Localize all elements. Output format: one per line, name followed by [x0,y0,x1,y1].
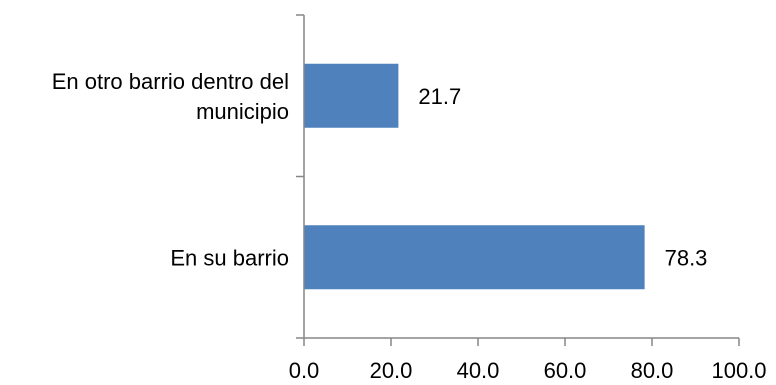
category-label-0-0: En otro barrio dentro del [52,69,289,94]
x-tick-label-1: 20.0 [370,358,413,383]
bar-0 [304,63,399,128]
category-label-0-1: municipio [196,99,289,124]
data-label-1: 78.3 [665,245,708,270]
x-tick-label-0: 0.0 [289,358,320,383]
x-tick-label-3: 60.0 [544,358,587,383]
x-tick-label-2: 40.0 [457,358,500,383]
x-tick-label-4: 80.0 [631,358,674,383]
x-tick-label-5: 100.0 [711,358,766,383]
category-label-1-0: En su barrio [170,245,289,270]
bar-1 [304,225,645,290]
data-label-0: 21.7 [418,84,461,109]
bars-layer [304,63,645,290]
labels-layer: 21.7 En otro barrio dentro del municipio 78… [52,69,767,383]
axes-layer [296,14,740,346]
